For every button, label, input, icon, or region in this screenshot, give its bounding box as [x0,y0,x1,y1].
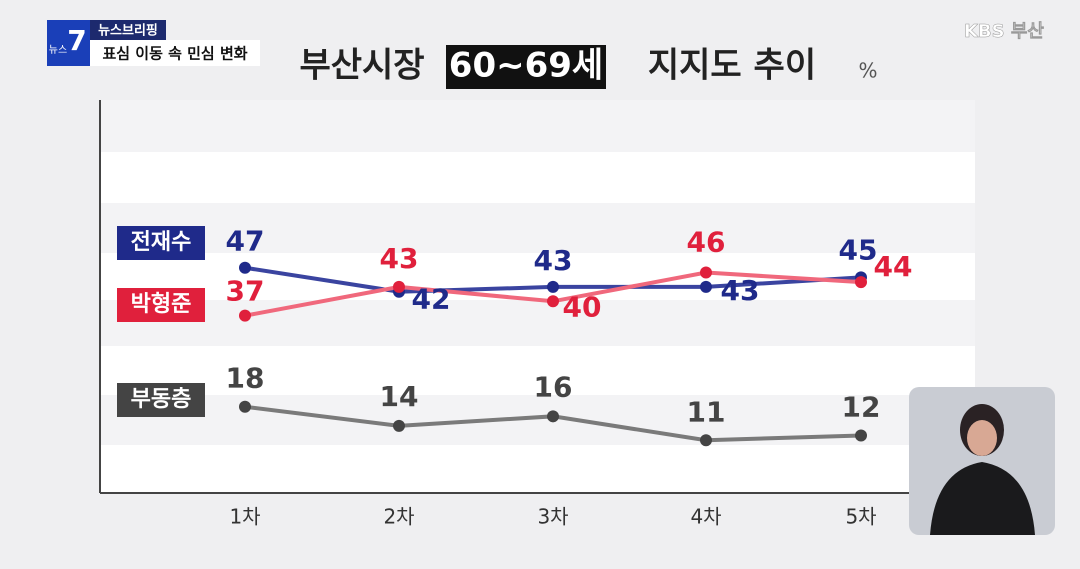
data-label: 16 [534,370,573,403]
point [700,434,712,447]
program: 뉴스브리핑 [98,23,158,39]
data-label: 12 [842,390,881,423]
point [547,280,559,293]
legend-box [117,383,205,417]
data-label: 44 [874,250,913,283]
point [239,309,251,322]
point [239,261,251,274]
legend-box [117,226,205,260]
stripes [100,100,975,445]
x-tick-label: 2차 [383,505,414,529]
headline-box [90,40,260,66]
data-label: 45 [839,233,878,266]
legend-label: 전재수 [131,230,192,255]
x-tick-label: 3차 [537,505,568,529]
point [700,280,712,293]
point [855,276,867,289]
logo-number: 7 [67,24,86,57]
data-label: 18 [226,362,265,395]
legend-box [117,288,205,322]
point [393,419,405,432]
interpreter-inset [909,387,1055,535]
unit: % [858,59,877,83]
x-tick-label: 1차 [229,505,260,529]
data-label: 47 [226,225,265,258]
point [700,266,712,279]
data-label: 43 [721,274,760,307]
logo-small: 뉴스 [49,44,67,56]
data-label: 37 [226,275,265,308]
data-label: 14 [380,380,419,413]
legend-label: 부동층 [131,387,192,412]
point [547,295,559,308]
point [547,410,559,423]
title-part: 60~69세 [449,46,603,86]
data-label: 11 [687,395,726,428]
title-highlight [446,45,606,89]
title-part: 부산시장 [299,46,424,86]
data-label: 42 [412,283,451,316]
data-label: 43 [380,242,419,275]
data-label: 43 [534,244,573,277]
station: KBS 부산 [964,21,1044,42]
logo-box [47,20,90,66]
x-tick-label: 4차 [690,505,721,529]
point [393,280,405,293]
legend-label: 박형준 [131,292,192,317]
point [855,429,867,442]
headline: 표심 이동 속 민심 변화 [102,45,247,63]
x-tick-label: 5차 [845,505,876,529]
program-box [90,20,166,40]
title-part: 지지도 추이 [648,46,816,86]
data-label: 46 [687,226,726,259]
data-label: 40 [563,290,602,323]
point [239,400,251,413]
